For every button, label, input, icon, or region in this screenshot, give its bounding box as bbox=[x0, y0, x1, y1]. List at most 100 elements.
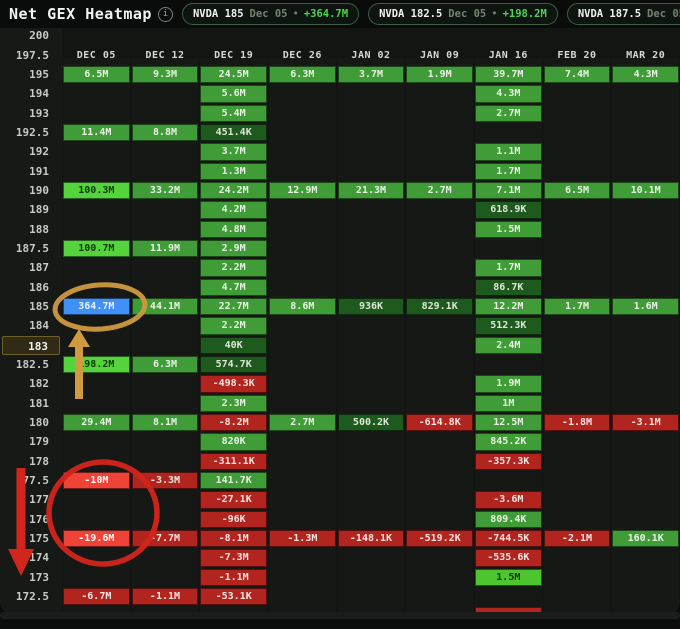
gex-cell[interactable]: 618.9K bbox=[475, 201, 542, 219]
gex-cell[interactable]: 2.3M bbox=[200, 394, 267, 412]
gex-cell[interactable]: 2.7M bbox=[406, 181, 473, 200]
gex-cell[interactable]: 1.9M bbox=[475, 375, 542, 393]
gex-chip-1[interactable]: NVDA 185 Dec 05 • +364.7M bbox=[181, 3, 360, 25]
gex-cell[interactable]: 4.2M bbox=[200, 201, 267, 219]
gex-cell[interactable]: -27.1K bbox=[200, 491, 267, 509]
gex-cell[interactable]: -3.3M bbox=[131, 471, 199, 490]
gex-cell[interactable]: -1.8M bbox=[543, 413, 611, 432]
gex-cell[interactable]: 6.5M bbox=[63, 65, 130, 84]
gex-cell[interactable]: 160.1K bbox=[612, 529, 679, 548]
gex-cell[interactable]: -8.1M bbox=[200, 529, 267, 548]
gex-cell[interactable]: -10M bbox=[63, 471, 130, 490]
gex-cell[interactable]: 100.3M bbox=[63, 181, 130, 200]
gex-chip-3[interactable]: NVDA 187.5 Dec 05 • +100.7M bbox=[566, 3, 680, 25]
gex-cell[interactable]: 1.7M bbox=[543, 297, 611, 316]
gex-cell[interactable]: 21.3M bbox=[337, 181, 405, 200]
gex-cell[interactable]: -498.3K bbox=[200, 375, 267, 393]
gex-cell[interactable]: -8.2M bbox=[200, 413, 267, 432]
gex-cell[interactable]: -7.7M bbox=[131, 529, 199, 548]
gex-cell[interactable]: -3.6M bbox=[475, 491, 542, 509]
gex-cell[interactable]: 1.9M bbox=[406, 65, 473, 84]
gex-cell[interactable]: -311.1K bbox=[200, 452, 267, 470]
gex-cell[interactable]: 8.1M bbox=[131, 413, 199, 432]
gex-cell[interactable]: 10.1M bbox=[612, 181, 679, 200]
gex-cell[interactable]: 12.9M bbox=[269, 181, 336, 200]
gex-cell[interactable]: 2.9M bbox=[200, 239, 267, 258]
gex-cell[interactable]: 2.4M bbox=[475, 336, 542, 354]
gex-cell[interactable]: 198.2M bbox=[63, 355, 130, 374]
gex-cell[interactable]: 40K bbox=[200, 336, 267, 354]
gex-cell[interactable]: 141.7K bbox=[200, 471, 267, 490]
gex-cell[interactable]: 1.1M bbox=[475, 143, 542, 161]
gex-cell[interactable]: 5.4M bbox=[200, 104, 267, 122]
gex-chip-2[interactable]: NVDA 182.5 Dec 05 • +198.2M bbox=[368, 3, 558, 25]
gex-cell[interactable]: -357.3K bbox=[475, 452, 542, 470]
gex-cell[interactable]: 820K bbox=[200, 433, 267, 451]
gex-cell[interactable]: 1.5M bbox=[475, 220, 542, 238]
gex-cell[interactable]: 11.9M bbox=[131, 239, 199, 258]
gex-cell[interactable]: 4.3M bbox=[612, 65, 679, 84]
gex-cell[interactable]: 574.7K bbox=[200, 355, 267, 374]
gex-cell[interactable]: 1.5M bbox=[475, 568, 542, 586]
gex-cell[interactable]: 2.7M bbox=[475, 104, 542, 122]
gex-cell[interactable]: -3.1M bbox=[612, 413, 679, 432]
gex-cell[interactable]: 829.1K bbox=[406, 297, 473, 316]
gex-cell[interactable]: 1.3M bbox=[200, 162, 267, 180]
gex-cell[interactable]: 809.4K bbox=[475, 510, 542, 528]
gex-cell[interactable]: -1.1M bbox=[131, 587, 199, 606]
gex-cell[interactable] bbox=[475, 607, 542, 614]
gex-cell[interactable]: 7.1M bbox=[475, 181, 542, 200]
gex-cell[interactable]: -53.1K bbox=[200, 587, 267, 606]
gex-cell[interactable]: 4.3M bbox=[475, 85, 542, 103]
gex-cell[interactable]: -6.7M bbox=[63, 587, 130, 606]
gex-cell[interactable]: -519.2K bbox=[406, 529, 473, 548]
gex-cell[interactable]: 39.7M bbox=[475, 65, 542, 84]
gex-cell[interactable]: 22.7M bbox=[200, 297, 267, 316]
gex-cell[interactable]: 4.7M bbox=[200, 278, 267, 296]
gex-cell[interactable]: 24.2M bbox=[200, 181, 267, 200]
gex-cell[interactable]: 1.7M bbox=[475, 259, 542, 277]
gex-cell[interactable]: 12.5M bbox=[475, 413, 542, 432]
gex-cell[interactable]: -535.6K bbox=[475, 549, 542, 567]
gex-cell[interactable]: 2.7M bbox=[269, 413, 336, 432]
gex-cell[interactable]: 12.2M bbox=[475, 297, 542, 316]
gex-cell[interactable]: 29.4M bbox=[63, 413, 130, 432]
gex-cell[interactable]: 9.3M bbox=[131, 65, 199, 84]
gex-cell[interactable]: 845.2K bbox=[475, 433, 542, 451]
bottom-scroll-strip[interactable] bbox=[0, 612, 680, 619]
gex-cell[interactable]: -148.1K bbox=[337, 529, 405, 548]
gex-cell[interactable]: 6.3M bbox=[131, 355, 199, 374]
gex-cell[interactable]: -1.1M bbox=[200, 568, 267, 586]
gex-cell[interactable]: -614.8K bbox=[406, 413, 473, 432]
gex-cell[interactable]: 8.6M bbox=[269, 297, 336, 316]
gex-cell[interactable]: -96K bbox=[200, 510, 267, 528]
gex-cell[interactable]: 5.6M bbox=[200, 85, 267, 103]
gex-cell[interactable]: 2.2M bbox=[200, 317, 267, 335]
gex-cell[interactable]: 1.7M bbox=[475, 162, 542, 180]
gex-cell[interactable]: 24.5M bbox=[200, 65, 267, 84]
gex-cell[interactable]: 512.3K bbox=[475, 317, 542, 335]
gex-cell[interactable]: -744.5K bbox=[475, 529, 542, 548]
gex-cell[interactable]: 4.8M bbox=[200, 220, 267, 238]
gex-cell[interactable]: -2.1M bbox=[543, 529, 611, 548]
gex-cell[interactable]: 2.2M bbox=[200, 259, 267, 277]
gex-cell[interactable]: 100.7M bbox=[63, 239, 130, 258]
gex-cell[interactable]: 1.6M bbox=[612, 297, 679, 316]
info-icon[interactable]: i bbox=[157, 6, 173, 22]
gex-cell[interactable]: 364.7M bbox=[63, 297, 130, 316]
gex-cell[interactable]: 6.5M bbox=[543, 181, 611, 200]
gex-cell[interactable]: 1M bbox=[475, 394, 542, 412]
gex-cell[interactable]: -1.3M bbox=[269, 529, 336, 548]
gex-cell[interactable]: 936K bbox=[337, 297, 405, 316]
gex-cell[interactable]: 451.4K bbox=[200, 123, 267, 142]
gex-cell[interactable]: 8.8M bbox=[131, 123, 199, 142]
gex-cell[interactable]: 11.4M bbox=[63, 123, 130, 142]
gex-cell[interactable]: 6.3M bbox=[269, 65, 336, 84]
gex-cell[interactable]: -7.3M bbox=[200, 549, 267, 567]
gex-cell[interactable]: 33.2M bbox=[131, 181, 199, 200]
gex-cell[interactable]: 44.1M bbox=[131, 297, 199, 316]
gex-cell[interactable]: 86.7K bbox=[475, 278, 542, 296]
gex-cell[interactable]: 7.4M bbox=[543, 65, 611, 84]
gex-cell[interactable]: 500.2K bbox=[337, 413, 405, 432]
gex-cell[interactable]: -19.6M bbox=[63, 529, 130, 548]
